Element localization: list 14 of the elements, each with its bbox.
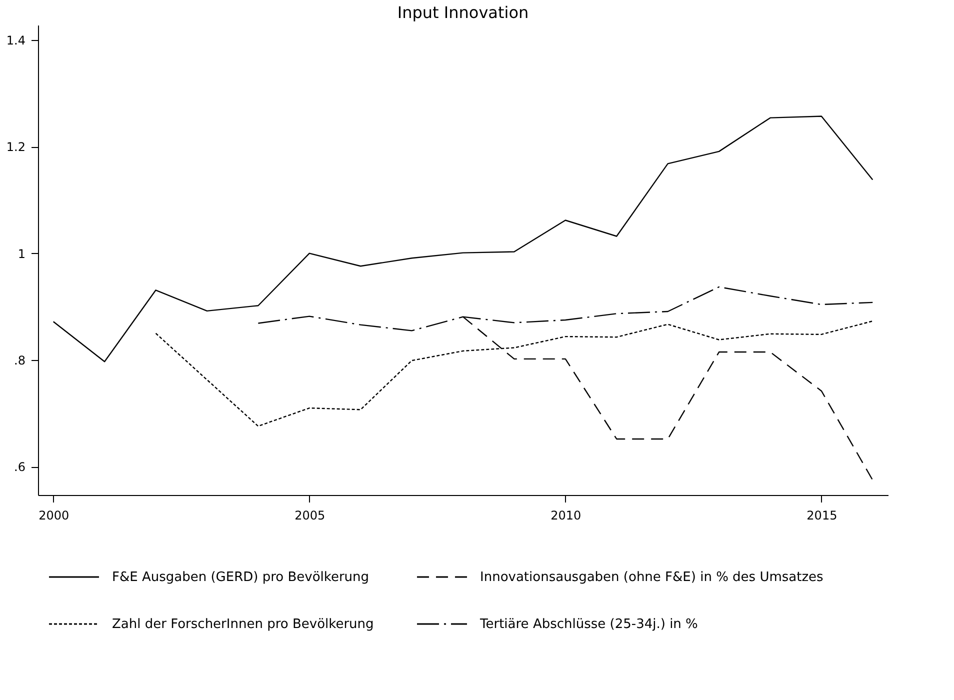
x-tick-label: 2000 [38, 508, 70, 522]
y-tick-label: 1.4 [6, 33, 26, 48]
y-tick-label: .6 [14, 460, 26, 474]
x-tick-label: 2005 [294, 508, 326, 522]
legend-label: Innovationsausgaben (ohne F&E) in % des Umsatzes [480, 570, 824, 585]
y-tick-label: 1 [18, 246, 26, 261]
legend-label: F&E Ausgaben (GERD) pro Bevölkerung [112, 570, 370, 585]
x-tick-label: 2015 [806, 508, 838, 522]
y-tick-label: .8 [14, 354, 26, 368]
x-tick-label: 2010 [550, 508, 582, 522]
legend-label: Zahl der ForscherInnen pro Bevölkerung [112, 617, 374, 632]
legend-label: Tertiäre Abschlüsse (25-34j.) in % [479, 617, 698, 632]
y-tick-label: 1.2 [6, 140, 26, 154]
chart-title: Input Innovation [397, 3, 529, 22]
